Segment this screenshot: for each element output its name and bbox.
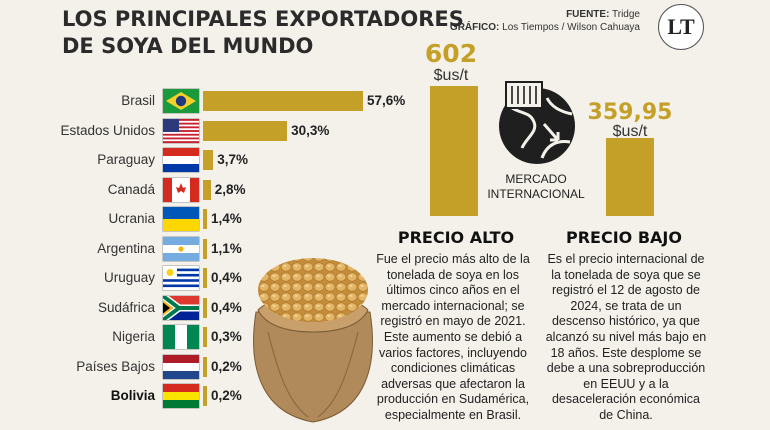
value-label: 57,6% [367, 93, 406, 108]
bar-row: Brasil 57,6% [0, 88, 405, 114]
soybean-sack-illustration [253, 258, 373, 423]
bar [203, 238, 207, 259]
value-label: 1,4% [211, 211, 242, 226]
value-label: 0,4% [211, 299, 242, 315]
bar-row: Nigeria 0,3% [0, 324, 400, 350]
page-title: LOS PRINCIPALES EXPORTADORES DE SOYA DEL… [62, 6, 482, 60]
bar [203, 91, 363, 111]
bar [203, 150, 214, 170]
value-label: 2,8% [214, 181, 246, 197]
title-line-2: DE SOYA DEL MUNDO [62, 34, 314, 58]
price-high-heading: PRECIO ALTO [397, 228, 515, 247]
graphic-label: GRÁFICO: [449, 22, 500, 33]
source-label: FUENTE: [566, 9, 610, 20]
bar [203, 120, 288, 141]
country-label: Sudáfrica [97, 299, 155, 315]
flag-icon [163, 325, 199, 349]
value-label: 1,1% [211, 240, 242, 256]
bar-row: Países Bajos 0,2% [0, 354, 400, 380]
bar [203, 297, 207, 318]
flag-icon [163, 295, 199, 320]
country-label: Brasil [121, 93, 155, 108]
price-high-value: 602 [424, 39, 478, 68]
flag-icon [163, 207, 199, 231]
price-low-text: Es el precio internacional de la tonelad… [545, 252, 707, 422]
country-label: Canadá [107, 181, 155, 197]
bar [203, 179, 211, 200]
source-credits: FUENTE: Tridge GRÁFICO: Los Tiempos / Wi… [450, 8, 640, 34]
bar-row: Bolivia 0,2% [0, 383, 400, 409]
value-label: 30,3% [291, 122, 330, 138]
bar [203, 386, 207, 406]
bar [203, 268, 207, 288]
value-label: 3,7% [217, 152, 249, 167]
price-high-text: Fue el precio más alto de la tonelada de… [376, 252, 530, 422]
source-value: Tridge [612, 9, 640, 20]
flag-icon [163, 177, 199, 202]
globe-container-icon [499, 81, 575, 164]
value-label: 0,2% [211, 358, 242, 374]
bar-row: Estados Unidos 30,3% [0, 118, 400, 144]
graphic-value: Los Tiempos / Wilson Cahuaya [502, 22, 640, 33]
bar-row: Argentina 1,1% [0, 236, 400, 262]
flag-icon [163, 354, 199, 379]
country-label: Estados Unidos [60, 122, 155, 138]
flag-icon [163, 89, 199, 113]
bar [203, 327, 207, 347]
los-tiempos-logo: LT [658, 4, 704, 50]
country-label: Países Bajos [76, 358, 155, 374]
value-label: 0,4% [211, 270, 242, 285]
country-label: Argentina [97, 240, 155, 256]
country-label: Paraguay [97, 152, 155, 167]
bar-row: Sudáfrica 0,4% [0, 295, 400, 321]
bar [203, 356, 207, 377]
bar-row: Ucrania 1,4% [0, 206, 400, 232]
price-low-bar [606, 138, 654, 216]
bar-row: Paraguay 3,7% [0, 147, 400, 173]
price-high-bar [430, 86, 478, 216]
flag-icon [163, 384, 199, 408]
price-low-value: 359,95 [587, 100, 673, 125]
value-label: 0,2% [211, 388, 242, 403]
title-line-1: LOS PRINCIPALES EXPORTADORES [62, 7, 464, 31]
country-label: Nigeria [112, 329, 155, 344]
market-label: MERCADO INTERNACIONAL [487, 172, 585, 201]
flag-icon [163, 118, 199, 143]
price-low-heading: PRECIO BAJO [566, 228, 682, 247]
bar-row: Uruguay 0,4% [0, 265, 400, 291]
country-label: Uruguay [103, 270, 155, 285]
flag-icon [163, 266, 199, 290]
price-high-unit: $us/t [433, 67, 469, 84]
bar-row: Canadá 2,8% [0, 177, 400, 203]
flag-icon [163, 148, 199, 172]
country-label: Ucrania [108, 211, 155, 226]
value-label: 0,3% [211, 329, 242, 344]
bar [203, 209, 207, 229]
flag-icon [163, 236, 199, 261]
price-low-unit: $us/t [612, 123, 648, 140]
country-label: Bolivia [110, 388, 155, 403]
